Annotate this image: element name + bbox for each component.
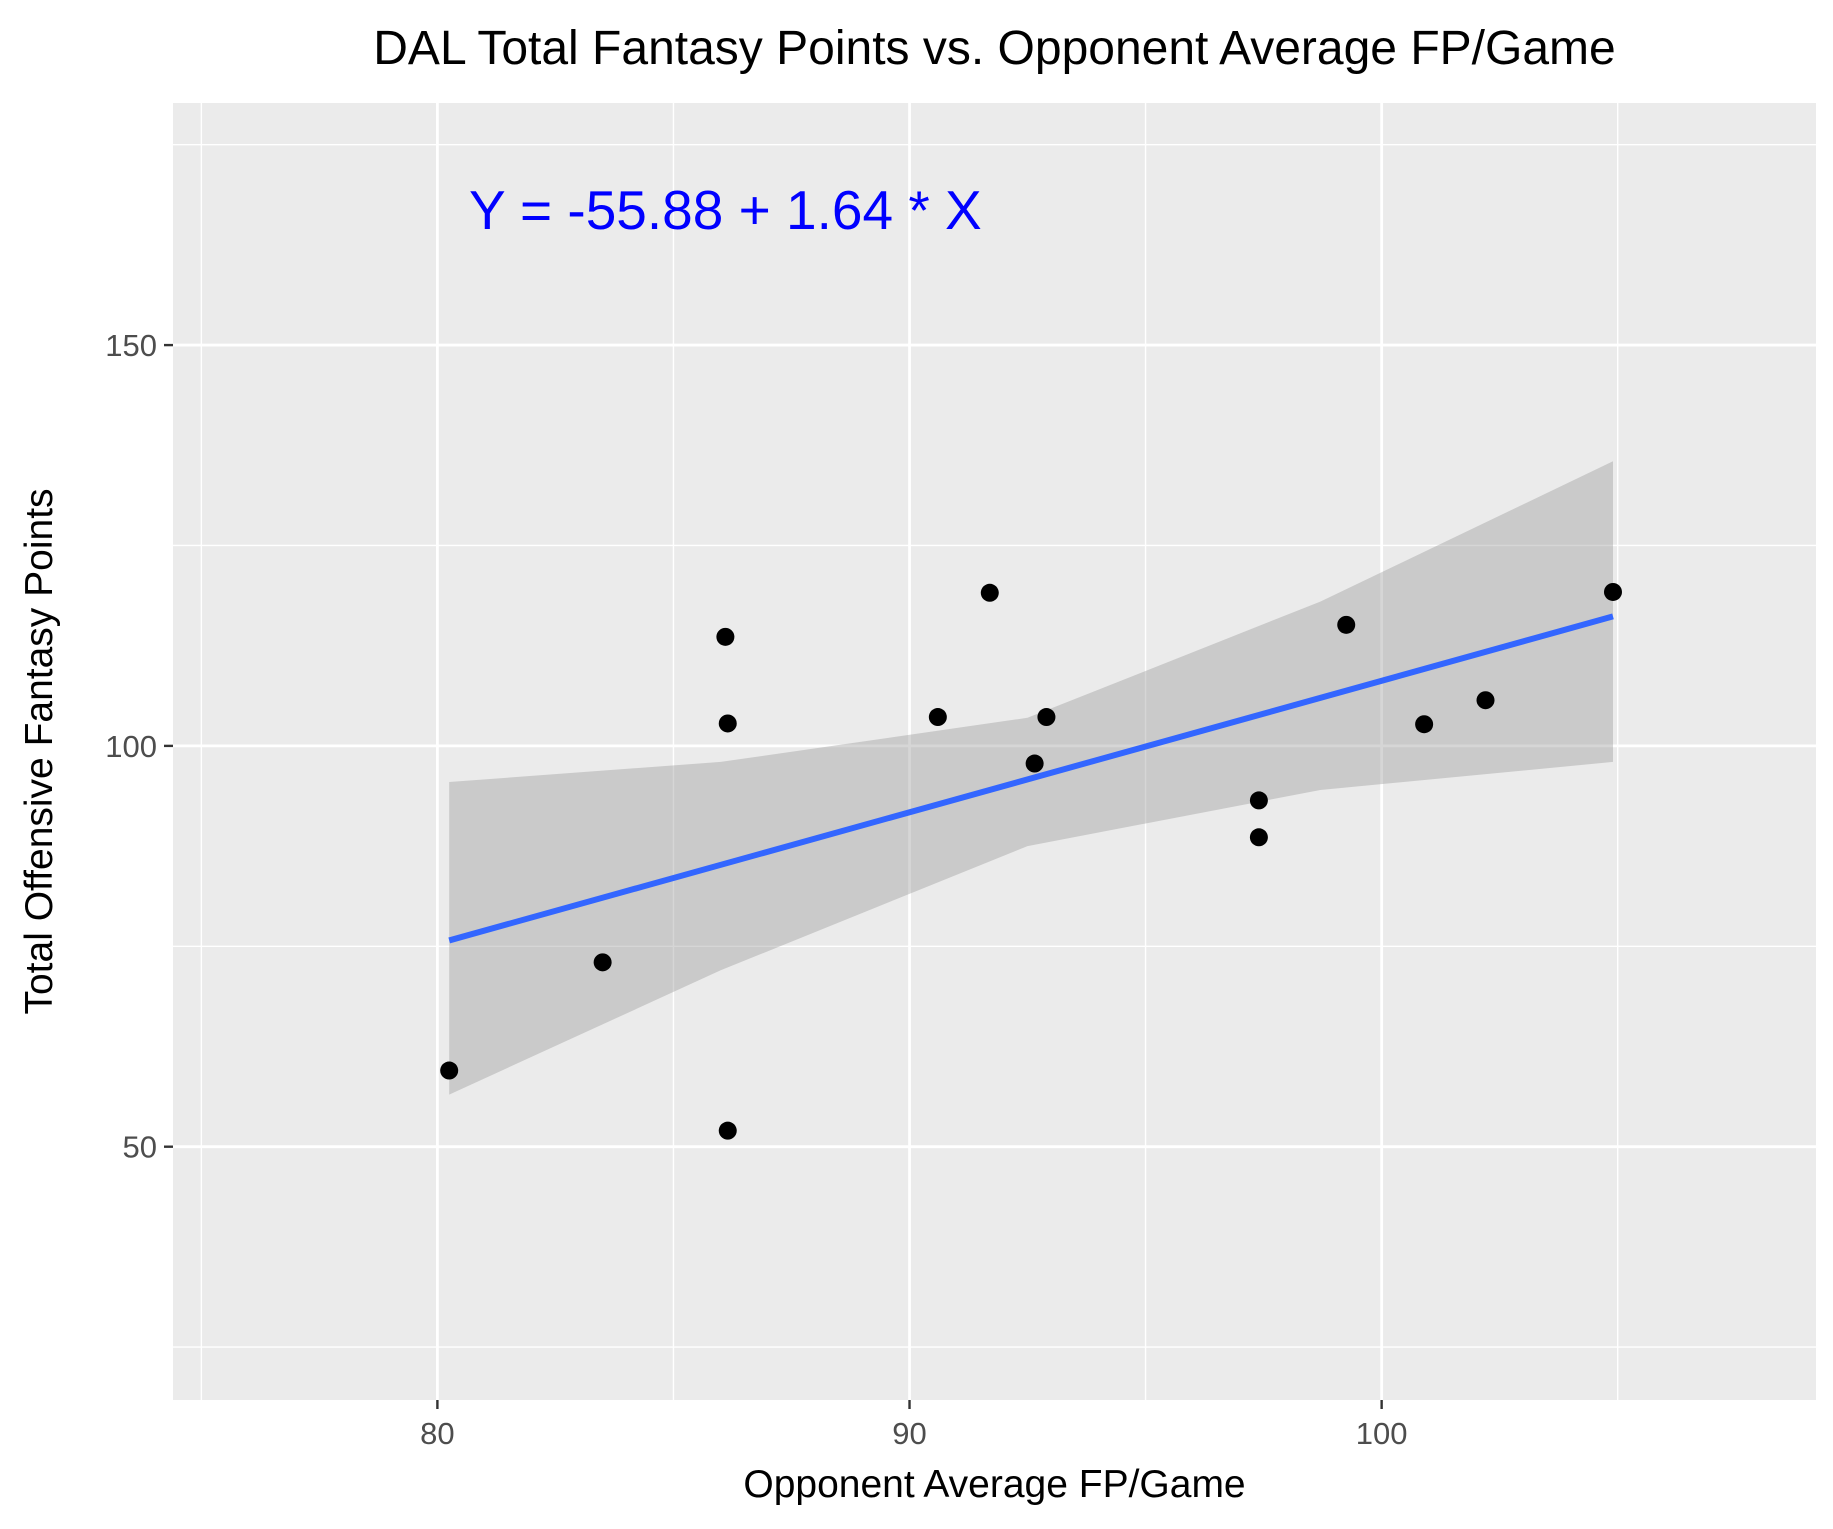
y-tick-label: 100 [105, 729, 157, 764]
data-point [1337, 615, 1356, 634]
grid-major [173, 103, 1816, 1400]
data-point [1037, 708, 1056, 727]
x-tick-label: 80 [420, 1416, 454, 1451]
y-tick-label: 150 [105, 328, 157, 363]
data-point [716, 627, 735, 646]
y-axis-title: Total Offensive Fantasy Points [18, 488, 61, 1014]
data-point [440, 1061, 459, 1080]
data-point [980, 583, 999, 602]
regression-equation: Y = -55.88 + 1.64 * X [469, 179, 982, 241]
data-point [1415, 715, 1434, 734]
chart-title: DAL Total Fantasy Points vs. Opponent Av… [373, 22, 1615, 75]
x-tick-label: 90 [892, 1416, 926, 1451]
y-tick-label: 50 [123, 1130, 157, 1165]
data-point [1476, 691, 1495, 710]
x-axis-title: Opponent Average FP/Game [743, 1463, 1245, 1506]
axis-ticks [164, 343, 1383, 1409]
data-point [928, 708, 947, 727]
grid-minor [173, 103, 1816, 1400]
x-tick-labels: 80 90 100 [420, 1416, 1407, 1451]
data-points [440, 582, 1622, 1140]
x-tick-label: 100 [1356, 1416, 1408, 1451]
y-tick-labels: 50 100 150 [105, 328, 157, 1165]
data-point [1249, 791, 1268, 810]
data-point [1249, 828, 1268, 847]
data-point [718, 1121, 737, 1140]
data-point [593, 953, 612, 972]
data-point [1025, 754, 1044, 773]
data-point [718, 714, 737, 733]
data-point [1603, 582, 1622, 601]
plot-panel [173, 103, 1816, 1400]
regression-line [448, 613, 1614, 944]
